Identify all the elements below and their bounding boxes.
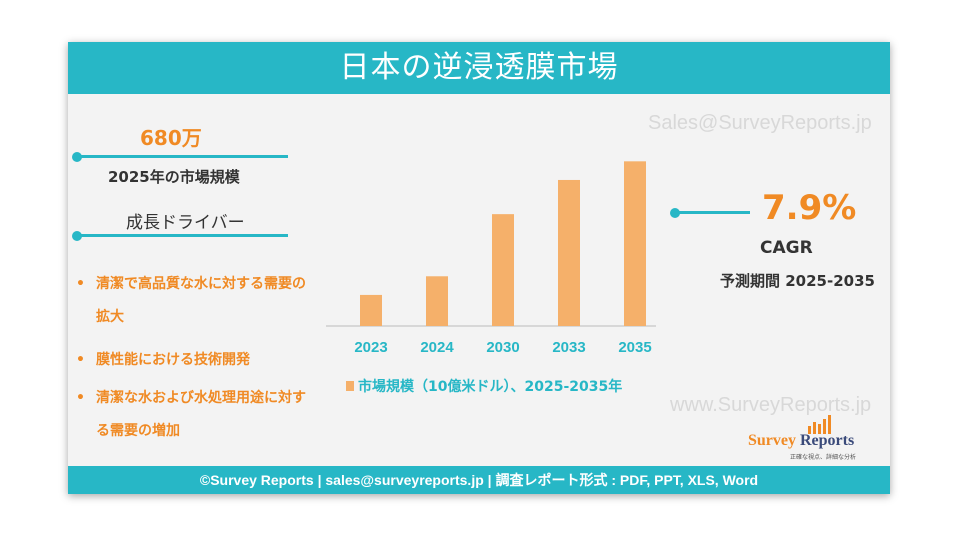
logo-name-b: Reports <box>796 432 855 449</box>
bar-chart-logo-icon <box>808 415 831 434</box>
driver-text: 膜性能における技術開発 <box>96 352 250 368</box>
bar-2035 <box>624 161 646 326</box>
cagr-line <box>674 211 750 214</box>
bar-chart: 2023 2024 2030 2033 2035 <box>326 161 656 356</box>
drivers-line <box>76 234 288 237</box>
market-size-line <box>76 155 288 158</box>
bullet: • <box>76 352 85 368</box>
bar-2033 <box>558 179 580 326</box>
logo-tagline: 正確な視点、詳細な分析 <box>790 454 857 461</box>
chart-legend: 市場規模（10億米ドル）、2025-2035年 <box>346 376 622 396</box>
bullet: • <box>76 276 85 292</box>
bar-2023 <box>360 294 382 326</box>
cagr-value: 7.9% <box>762 188 857 228</box>
driver-text-cont: 拡大 <box>96 309 124 325</box>
logo-name-a: Survey <box>748 432 796 449</box>
footer: ©Survey Reports | sales@surveyreports.jp… <box>68 466 890 494</box>
tick-label-2035: 2035 <box>618 339 651 356</box>
tick-label-2023: 2023 <box>354 339 387 356</box>
forecast-period: 予測期間 2025-2035 <box>720 272 875 290</box>
page-title: 日本の逆浸透膜市場 <box>68 42 890 94</box>
cagr-label: CAGR <box>760 238 813 258</box>
driver-item-1: • 清潔で高品質な水に対する需要の 拡大 <box>76 268 346 334</box>
bar-2030 <box>492 214 514 326</box>
market-size-value: 680万 <box>140 126 202 150</box>
bullet: • <box>76 390 85 406</box>
watermark-email: Sales@SurveyReports.jp <box>648 112 872 134</box>
tick-label-2024: 2024 <box>420 339 454 356</box>
bar-2024 <box>426 276 448 326</box>
driver-item-3: • 清潔な水および水処理用途に対す る需要の増加 <box>76 382 346 448</box>
logo: Survey Reports <box>748 432 854 450</box>
market-size-label: 2025年の市場規模 <box>108 168 240 186</box>
tick-label-2033: 2033 <box>552 339 585 356</box>
watermark-url: www.SurveyReports.jp <box>670 394 872 416</box>
legend-swatch <box>346 381 354 391</box>
drivers-heading: 成長ドライバー <box>126 213 245 233</box>
tick-label-2030: 2030 <box>486 339 519 356</box>
legend-label: 市場規模（10億米ドル）、2025-2035年 <box>358 379 623 395</box>
driver-text: 清潔で高品質な水に対する需要の <box>96 276 306 292</box>
driver-text-cont: る需要の増加 <box>96 423 180 439</box>
driver-text: 清潔な水および水処理用途に対す <box>96 390 306 406</box>
driver-item-2: • 膜性能における技術開発 <box>76 344 346 377</box>
infographic-card: 日本の逆浸透膜市場 Sales@SurveyReports.jp www.Sur… <box>68 42 890 494</box>
